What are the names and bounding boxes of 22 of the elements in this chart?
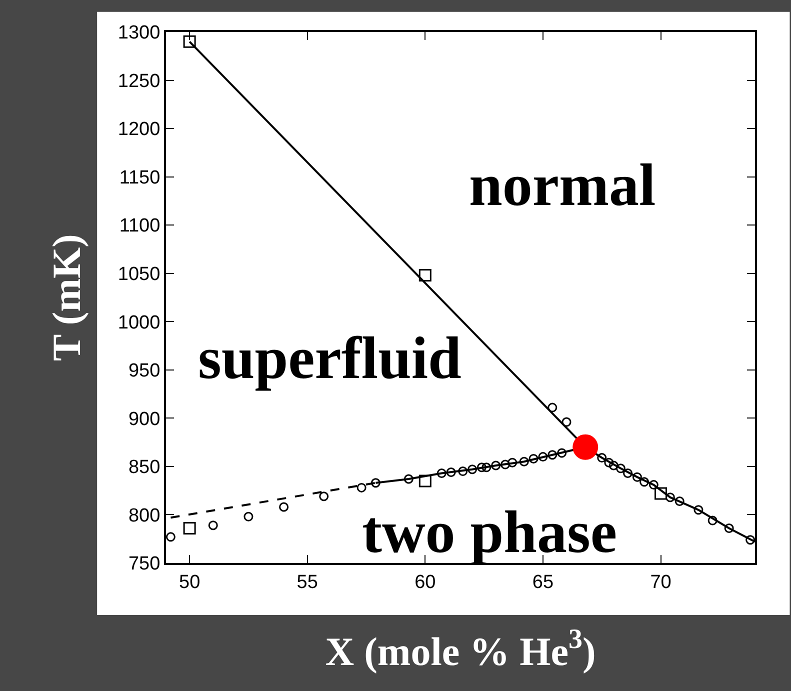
annotation: two phase	[362, 499, 618, 565]
y-tick-label: 950	[128, 360, 160, 382]
y-tick-label: 1300	[118, 22, 160, 44]
y-tick-label: 1200	[118, 119, 160, 140]
x-tick-label: 55	[296, 572, 318, 593]
x-tick-label: 50	[178, 572, 200, 593]
x-axis-title: X (mole % He$^{3}$)	[325, 624, 596, 674]
y-tick-label: 750	[128, 554, 160, 575]
annotation: normal	[469, 152, 656, 218]
x-tick-label: 60	[414, 572, 436, 593]
y-tick-label: 1100	[119, 216, 160, 237]
y-tick-label: 1150	[119, 167, 160, 188]
y-tick-label: 800	[128, 505, 160, 526]
y-tick-label: 1050	[118, 264, 160, 286]
y-axis-title: T (mK)	[44, 234, 89, 362]
y-tick-label: 900	[128, 408, 160, 430]
y-tick-label: 850	[128, 457, 160, 478]
y-tick-label: 1250	[118, 70, 160, 92]
y-tick-label: 1000	[118, 312, 160, 334]
x-tick-label: 70	[650, 572, 672, 593]
x-tick-label: 65	[532, 572, 554, 593]
annotation: superfluid	[198, 325, 462, 391]
